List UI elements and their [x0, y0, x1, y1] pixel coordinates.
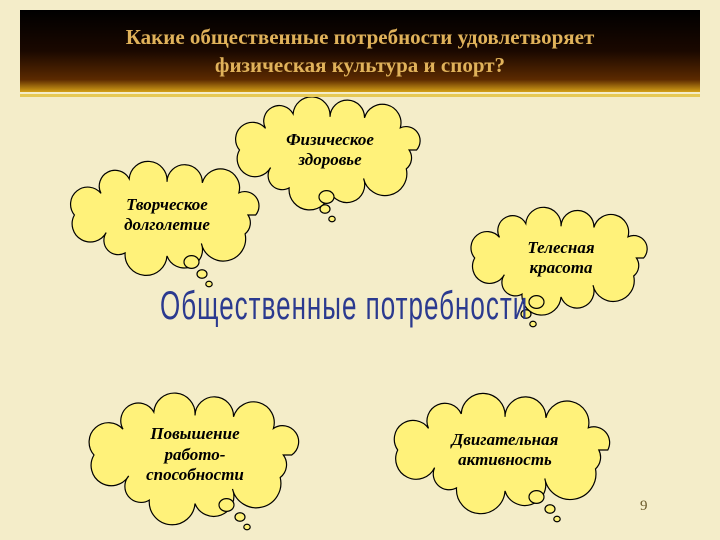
slide: Какие общественные потребности удовлетво… — [0, 0, 720, 540]
title-band: Какие общественные потребности удовлетво… — [20, 10, 700, 92]
thought-bubble-work-capacity — [89, 393, 299, 530]
thought-bubble-phys-health — [236, 97, 421, 222]
page-number: 9 — [640, 498, 648, 515]
title-line2: физическая культура и спорт? — [215, 53, 505, 77]
thought-bubble-motor-activity — [394, 393, 609, 521]
thought-bubble-creative-longevity — [71, 161, 259, 286]
title-text: Какие общественные потребности удовлетво… — [126, 23, 595, 80]
title-underline — [20, 94, 700, 97]
title-line1: Какие общественные потребности удовлетво… — [126, 25, 595, 49]
center-label: Общественные потребности — [160, 285, 528, 325]
